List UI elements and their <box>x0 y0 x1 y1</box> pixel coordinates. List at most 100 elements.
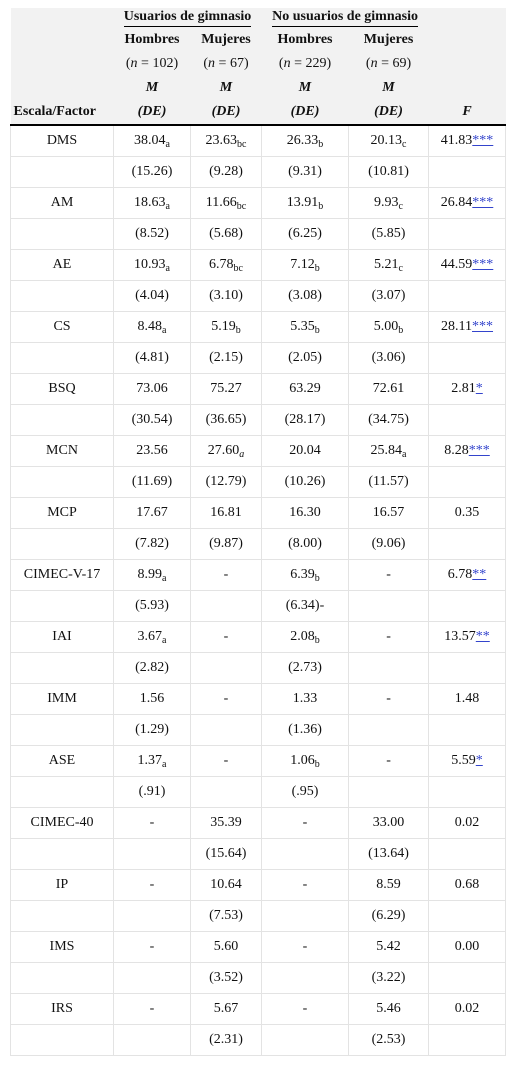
sd-label: (DE) <box>348 100 429 126</box>
significance-link[interactable]: *** <box>472 257 494 272</box>
f-cell: 1.48 <box>428 683 507 715</box>
mean-value: - <box>223 691 229 706</box>
group-letter: a <box>162 635 167 646</box>
sd-value: (1.36) <box>261 714 350 746</box>
mean-cell: 9.93c <box>348 187 430 219</box>
sd-value: (34.75) <box>348 404 430 436</box>
f-cell: 41.83*** <box>428 125 507 157</box>
group-letter: a <box>162 759 167 770</box>
mean-value: 72.61 <box>372 381 405 396</box>
mean-cell: 6.78bc <box>190 249 263 281</box>
sd-value: (3.10) <box>190 280 263 312</box>
sd-value: (3.08) <box>261 280 350 312</box>
sd-value: (10.26) <box>261 466 350 498</box>
mean-cell: - <box>113 993 191 1025</box>
mean-cell: 3.67a <box>113 621 191 653</box>
mean-cell: 5.19b <box>190 311 263 343</box>
significance-link[interactable]: * <box>475 753 483 768</box>
table-row-means: BSQ 73.06 75.27 63.29 72.61 2.81* <box>10 373 507 405</box>
mean-value: 1.56 <box>139 691 165 706</box>
mean-value: 1.06 <box>290 753 315 768</box>
mean-cell: 25.84a <box>348 435 430 467</box>
mean-value: 5.00 <box>373 319 399 334</box>
table-row-sd: (2.82) (2.73) <box>10 652 507 684</box>
sd-value <box>261 962 350 994</box>
scale-name: CIMEC-40 <box>10 807 114 839</box>
significance-link[interactable]: *** <box>472 319 494 334</box>
sd-value: (5.93) <box>113 590 191 622</box>
mean-cell: 8.59 <box>348 869 430 901</box>
scale-name: IAI <box>10 621 114 653</box>
mean-cell: 20.04 <box>261 435 350 467</box>
sd-value <box>113 962 191 994</box>
scale-name: MCN <box>10 435 114 467</box>
group-letter: b <box>318 201 324 212</box>
mean-label: M <box>145 80 159 95</box>
sd-value: (.91) <box>113 776 191 808</box>
table-row-means: CIMEC-V-17 8.99a -6.39b -6.78** <box>10 559 507 591</box>
mean-value: 1.37 <box>137 753 163 768</box>
mean-cell: 10.93a <box>113 249 191 281</box>
significance-link[interactable]: *** <box>472 133 494 148</box>
sd-value: (4.04) <box>113 280 191 312</box>
mean-value: - <box>302 815 308 830</box>
mean-value: - <box>302 1001 308 1016</box>
mean-cell: - <box>190 621 263 653</box>
mean-cell: 72.61 <box>348 373 430 405</box>
significance-link[interactable]: *** <box>472 195 494 210</box>
sd-label: (DE) <box>261 100 349 126</box>
mean-cell: 38.04a <box>113 125 191 157</box>
table-row-means: AM 18.63a 11.66bc 13.91b 9.93c 26.84*** <box>10 187 507 219</box>
mean-cell: 16.81 <box>190 497 263 529</box>
significance-link[interactable]: * <box>475 381 483 396</box>
group-letter: c <box>398 263 403 274</box>
mean-cell: 20.13c <box>348 125 430 157</box>
group-letter: b <box>314 635 320 646</box>
mean-value: 8.48 <box>137 319 163 334</box>
mean-value: - <box>149 815 155 830</box>
scale-name: IRS <box>10 993 114 1025</box>
mean-cell: 1.56 <box>113 683 191 715</box>
mean-value: 6.78 <box>209 257 234 272</box>
col-heading-women: Mujeres <box>363 32 414 47</box>
mean-value: - <box>386 753 391 768</box>
table-row-sd: (2.31) (2.53) <box>10 1024 507 1056</box>
mean-cell: - <box>348 745 430 777</box>
significance-link[interactable]: *** <box>468 443 490 458</box>
mean-cell: 26.33b <box>261 125 350 157</box>
table-row-means: IRS - 5.67 - 5.46 0.02 <box>10 993 507 1025</box>
sd-value: (8.00) <box>261 528 350 560</box>
group-letter: a <box>162 325 167 336</box>
scale-name: MCP <box>10 497 114 529</box>
significance-link[interactable]: ** <box>472 567 487 582</box>
mean-cell: 7.12b <box>261 249 350 281</box>
mean-label: M <box>219 80 233 95</box>
mean-value: - <box>223 629 229 644</box>
mean-value: 6.39 <box>290 567 315 582</box>
sd-value: (9.28) <box>190 156 263 188</box>
f-statistic-heading: F <box>428 100 506 126</box>
mean-cell: 8.99a <box>113 559 191 591</box>
f-cell: 13.57** <box>428 621 507 653</box>
table-row-sd: (15.64) (13.64) <box>10 838 507 870</box>
f-value: 13.57 <box>444 629 476 644</box>
mean-value: 3.67 <box>137 629 163 644</box>
table-row-sd: (8.52) (5.68) (6.25) (5.85) <box>10 218 507 250</box>
mean-cell: 11.66bc <box>190 187 263 219</box>
group-letter: b <box>314 263 320 274</box>
mean-value: 75.27 <box>210 381 242 396</box>
significance-link[interactable]: ** <box>475 629 490 644</box>
mean-cell: 5.42 <box>348 931 430 963</box>
group-letter: c <box>402 139 407 150</box>
sd-label: (DE) <box>190 100 262 126</box>
sd-value: (10.81) <box>348 156 430 188</box>
mean-cell: 5.46 <box>348 993 430 1025</box>
sd-value: (28.17) <box>261 404 350 436</box>
mean-value: 16.30 <box>289 505 321 520</box>
mean-value: 16.57 <box>372 505 405 520</box>
table-row-sd: (30.54) (36.65) (28.17) (34.75) <box>10 404 507 436</box>
mean-value: 5.46 <box>376 1001 401 1016</box>
mean-value: - <box>386 567 391 582</box>
sd-value: (9.06) <box>348 528 430 560</box>
sd-value: (4.81) <box>113 342 191 374</box>
